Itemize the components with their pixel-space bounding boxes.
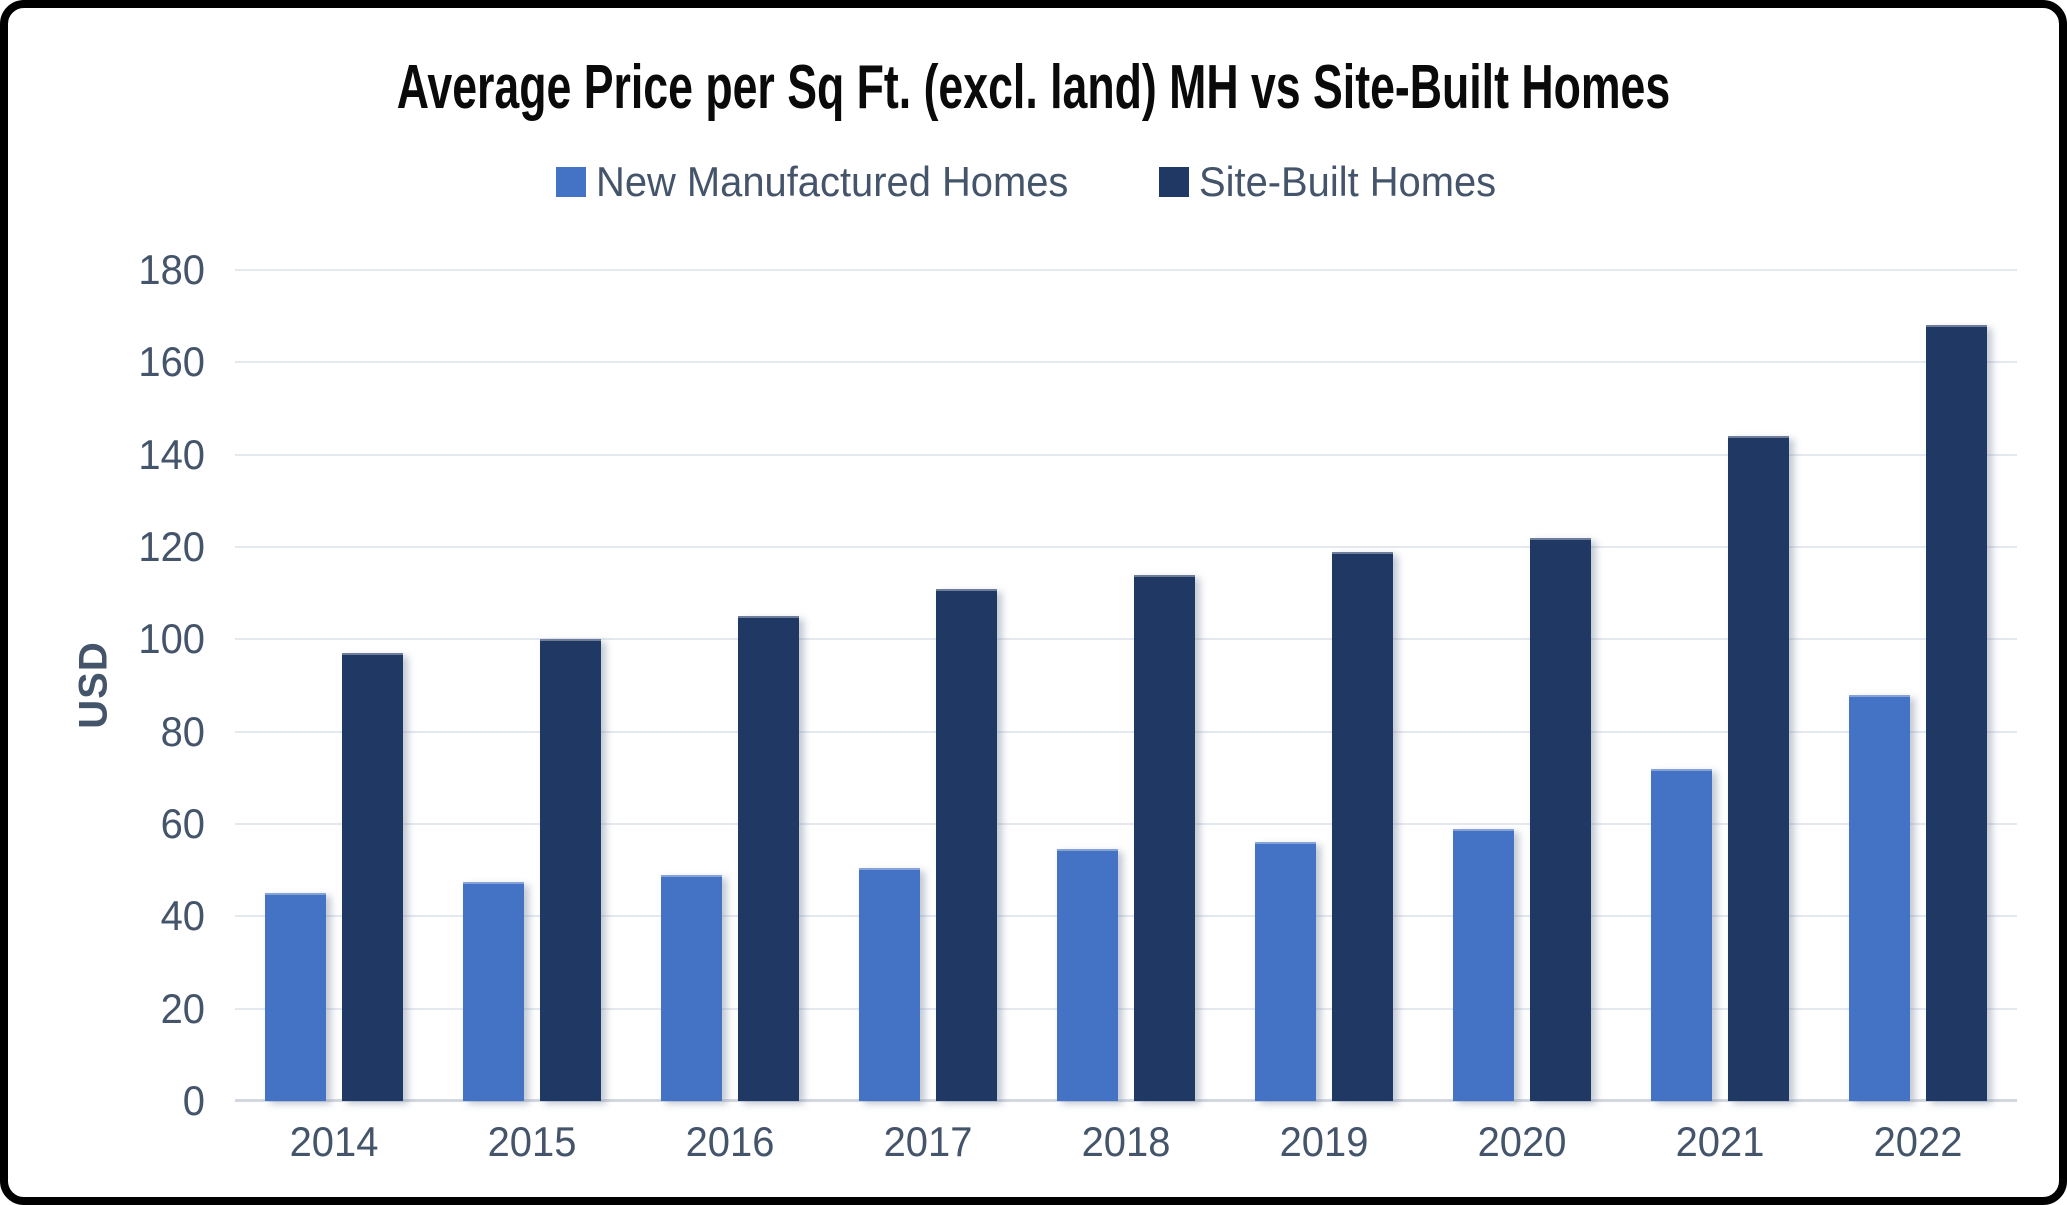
category-group-2019 [1225, 270, 1423, 1101]
y-axis-tick-labels: 0 20 40 60 80 100 120 140 160 180 [8, 246, 215, 1124]
gridline-140 [235, 453, 2017, 456]
bar-site-built-homes-2018 [1134, 574, 1195, 1101]
category-group-2014 [235, 270, 433, 1101]
bar-site-built-homes-2014 [342, 653, 403, 1101]
bar-site-built-homes-2019 [1332, 551, 1393, 1101]
x-axis-label-2022: 2022 [1873, 1118, 1963, 1165]
bar-new-manufactured-homes-2019 [1255, 842, 1316, 1101]
category-group-2018 [1027, 270, 1225, 1101]
bar-new-manufactured-homes-2016 [661, 874, 722, 1101]
y-tick-label-160: 160 [138, 338, 205, 386]
chart-title: Average Price per Sq Ft. (excl. land) MH… [396, 53, 1671, 122]
x-axis-label-2019: 2019 [1279, 1118, 1369, 1165]
gridline-60 [235, 823, 2017, 825]
bar-site-built-homes-2016 [738, 616, 799, 1101]
y-tick-label-60: 60 [160, 800, 205, 847]
y-tick-label-40: 40 [160, 892, 205, 940]
category-group-2021 [1621, 270, 1819, 1101]
bar-new-manufactured-homes-2015 [463, 881, 524, 1101]
gridline-180 [235, 269, 2017, 271]
bar-site-built-homes-2017 [936, 588, 997, 1101]
x-axis-label-2016: 2016 [685, 1118, 775, 1165]
x-axis-label-2014: 2014 [289, 1118, 379, 1165]
category-group-2022 [1819, 270, 2017, 1101]
y-tick-label-80: 80 [160, 707, 205, 755]
y-tick-label-20: 20 [160, 984, 205, 1032]
category-group-2017 [829, 270, 1027, 1101]
legend: New Manufactured Homes Site-Built Homes [8, 158, 2059, 206]
legend-item-new-manufactured-homes: New Manufactured Homes [555, 158, 1093, 206]
x-axis-label-2017: 2017 [883, 1118, 973, 1165]
gridline-80 [235, 730, 2017, 733]
gridline-100 [235, 638, 2017, 641]
bar-new-manufactured-homes-2021 [1651, 768, 1712, 1101]
x-axis-label-2020: 2020 [1477, 1118, 1567, 1165]
bar-new-manufactured-homes-2018 [1057, 849, 1118, 1101]
x-axis-label-2015: 2015 [487, 1118, 577, 1165]
bar-site-built-homes-2022 [1926, 325, 1987, 1101]
bar-site-built-homes-2015 [540, 639, 601, 1101]
bar-site-built-homes-2021 [1728, 436, 1789, 1101]
y-tick-label-0: 0 [182, 1077, 205, 1124]
bar-new-manufactured-homes-2020 [1453, 828, 1514, 1101]
y-tick-label-120: 120 [138, 523, 205, 570]
bar-site-built-homes-2020 [1530, 537, 1591, 1101]
bar-new-manufactured-homes-2017 [859, 867, 920, 1101]
legend-swatch-site-built-homes [1158, 167, 1189, 197]
bar-groups [235, 270, 2017, 1101]
y-tick-label-180: 180 [138, 246, 205, 293]
category-group-2020 [1423, 270, 1621, 1101]
y-tick-label-140: 140 [138, 430, 205, 478]
gridline-40 [235, 915, 2017, 918]
plot-area [235, 269, 2017, 1102]
y-tick-label-100: 100 [138, 615, 205, 663]
legend-label-new-manufactured-homes: New Manufactured Homes [595, 158, 1068, 205]
bar-new-manufactured-homes-2022 [1849, 694, 1910, 1101]
gridline-160 [235, 361, 2017, 364]
legend-item-site-built-homes: Site-Built Homes [1158, 158, 1512, 206]
gridline-120 [235, 546, 2017, 548]
category-group-2016 [631, 270, 829, 1101]
x-axis-label-2021: 2021 [1675, 1118, 1765, 1165]
legend-swatch-new-manufactured-homes [555, 167, 586, 197]
legend-label-site-built-homes: Site-Built Homes [1198, 158, 1496, 205]
x-axis-label-2018: 2018 [1081, 1118, 1171, 1165]
x-axis-labels: 2014 2015 2016 2017 2018 2019 2020 2021 2022 [235, 1118, 2017, 1166]
gridline-20 [235, 1007, 2017, 1010]
x-axis-line [235, 1099, 2017, 1102]
bar-new-manufactured-homes-2014 [265, 893, 326, 1101]
category-group-2015 [433, 270, 631, 1101]
